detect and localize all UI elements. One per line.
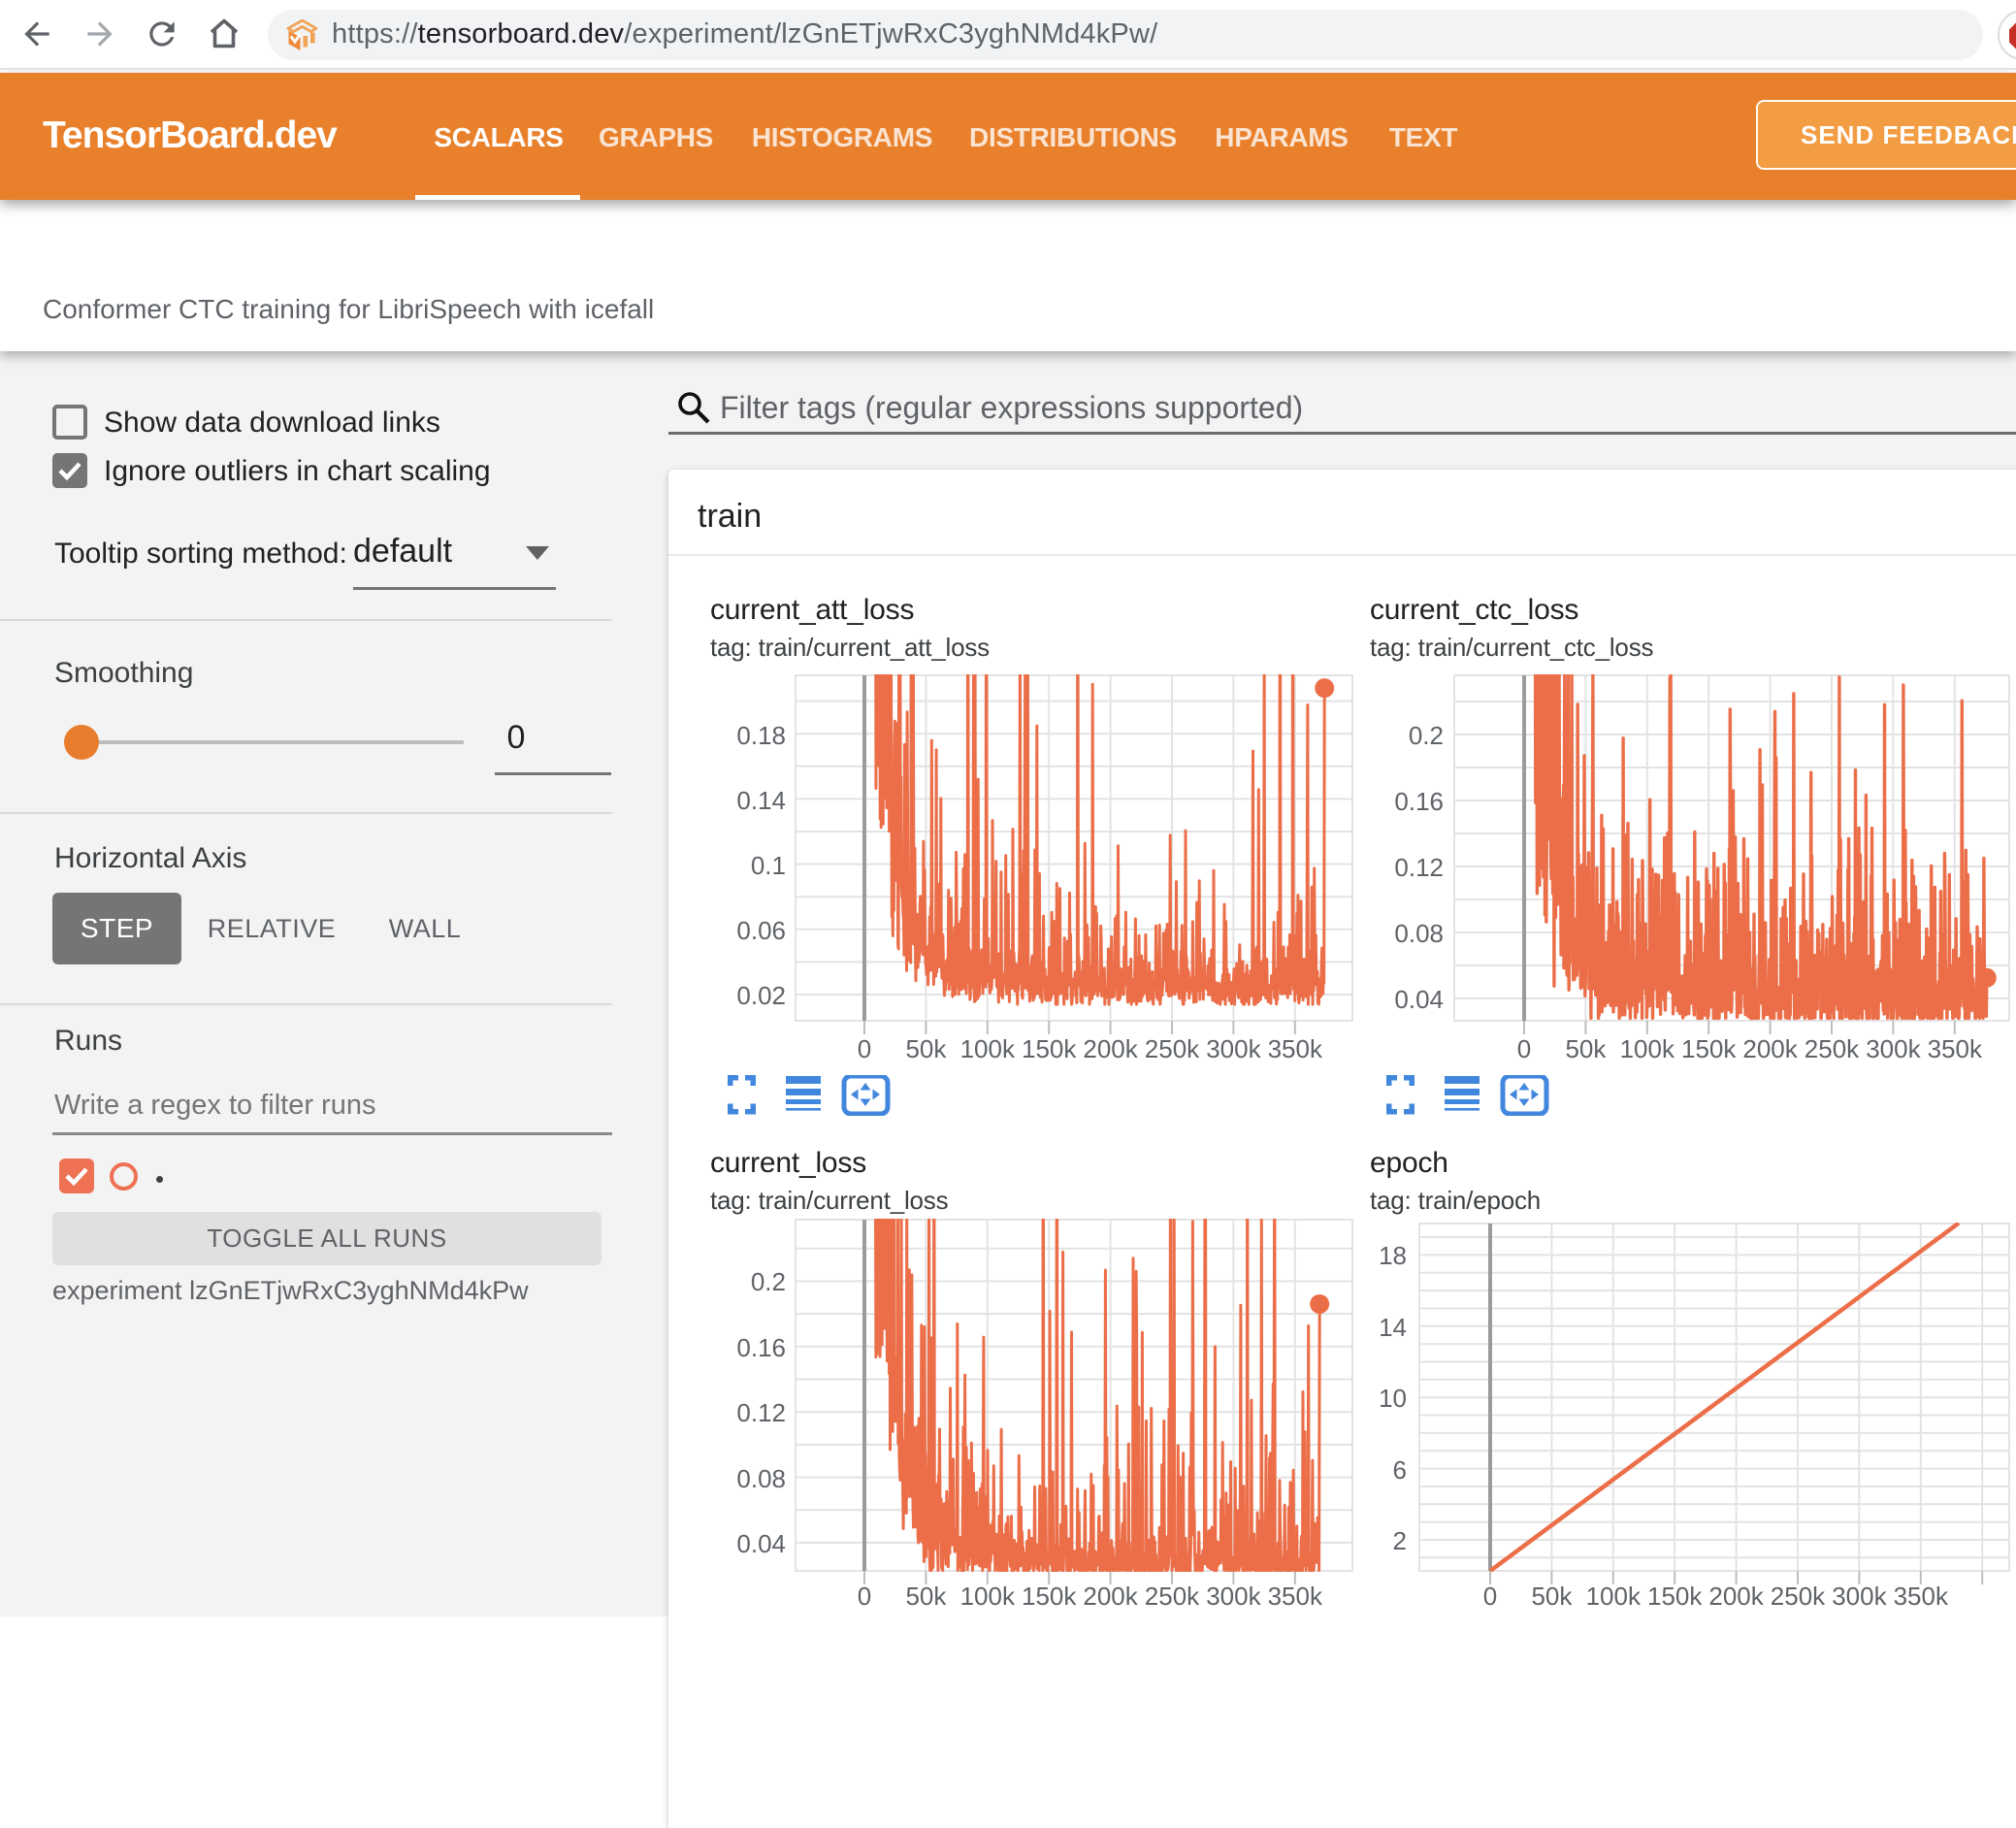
svg-text:200k: 200k bbox=[1742, 1034, 1798, 1063]
svg-text:50k: 50k bbox=[1531, 1582, 1573, 1611]
svg-text:250k: 250k bbox=[1805, 1034, 1860, 1063]
svg-text:0.02: 0.02 bbox=[736, 981, 786, 1010]
svg-text:150k: 150k bbox=[1681, 1034, 1737, 1063]
svg-text:300k: 300k bbox=[1206, 1582, 1261, 1611]
svg-text:18: 18 bbox=[1379, 1241, 1407, 1270]
svg-text:150k: 150k bbox=[1647, 1582, 1703, 1611]
svg-text:350k: 350k bbox=[1268, 1034, 1323, 1063]
svg-text:50k: 50k bbox=[905, 1582, 947, 1611]
svg-text:0: 0 bbox=[1483, 1582, 1497, 1611]
svg-text:100k: 100k bbox=[960, 1582, 1016, 1611]
svg-text:0.12: 0.12 bbox=[1394, 853, 1444, 882]
svg-text:300k: 300k bbox=[1866, 1034, 1921, 1063]
svg-text:300k: 300k bbox=[1206, 1034, 1261, 1063]
svg-text:0: 0 bbox=[858, 1034, 871, 1063]
svg-text:0: 0 bbox=[1517, 1034, 1531, 1063]
svg-text:250k: 250k bbox=[1145, 1034, 1200, 1063]
svg-text:0.08: 0.08 bbox=[736, 1464, 786, 1493]
svg-text:10: 10 bbox=[1379, 1384, 1407, 1413]
svg-text:350k: 350k bbox=[1268, 1582, 1323, 1611]
svg-text:100k: 100k bbox=[1620, 1034, 1675, 1063]
svg-text:300k: 300k bbox=[1832, 1582, 1887, 1611]
svg-text:100k: 100k bbox=[960, 1034, 1016, 1063]
svg-text:0.2: 0.2 bbox=[751, 1267, 786, 1296]
svg-text:0.18: 0.18 bbox=[736, 721, 786, 750]
svg-text:150k: 150k bbox=[1022, 1034, 1077, 1063]
svg-text:6: 6 bbox=[1393, 1455, 1407, 1485]
svg-text:0.06: 0.06 bbox=[736, 916, 786, 945]
svg-text:0.16: 0.16 bbox=[1394, 787, 1444, 816]
svg-text:0.2: 0.2 bbox=[1409, 721, 1444, 750]
svg-text:0.1: 0.1 bbox=[751, 851, 786, 880]
svg-text:150k: 150k bbox=[1022, 1582, 1077, 1611]
svg-text:50k: 50k bbox=[1565, 1034, 1607, 1063]
svg-text:250k: 250k bbox=[1771, 1582, 1826, 1611]
svg-text:14: 14 bbox=[1379, 1313, 1407, 1342]
svg-text:200k: 200k bbox=[1083, 1582, 1138, 1611]
svg-text:0.16: 0.16 bbox=[736, 1333, 786, 1362]
svg-text:0.04: 0.04 bbox=[1394, 985, 1444, 1014]
svg-text:0.12: 0.12 bbox=[736, 1398, 786, 1427]
svg-text:350k: 350k bbox=[1928, 1034, 1983, 1063]
svg-text:2: 2 bbox=[1393, 1526, 1407, 1555]
svg-text:0.04: 0.04 bbox=[736, 1529, 786, 1558]
svg-text:200k: 200k bbox=[1083, 1034, 1138, 1063]
svg-text:0.14: 0.14 bbox=[736, 786, 786, 815]
svg-text:250k: 250k bbox=[1145, 1582, 1200, 1611]
svg-text:50k: 50k bbox=[905, 1034, 947, 1063]
svg-text:350k: 350k bbox=[1894, 1582, 1949, 1611]
svg-text:0.08: 0.08 bbox=[1394, 919, 1444, 948]
svg-text:200k: 200k bbox=[1708, 1582, 1764, 1611]
svg-text:100k: 100k bbox=[1586, 1582, 1642, 1611]
svg-text:0: 0 bbox=[858, 1582, 871, 1611]
